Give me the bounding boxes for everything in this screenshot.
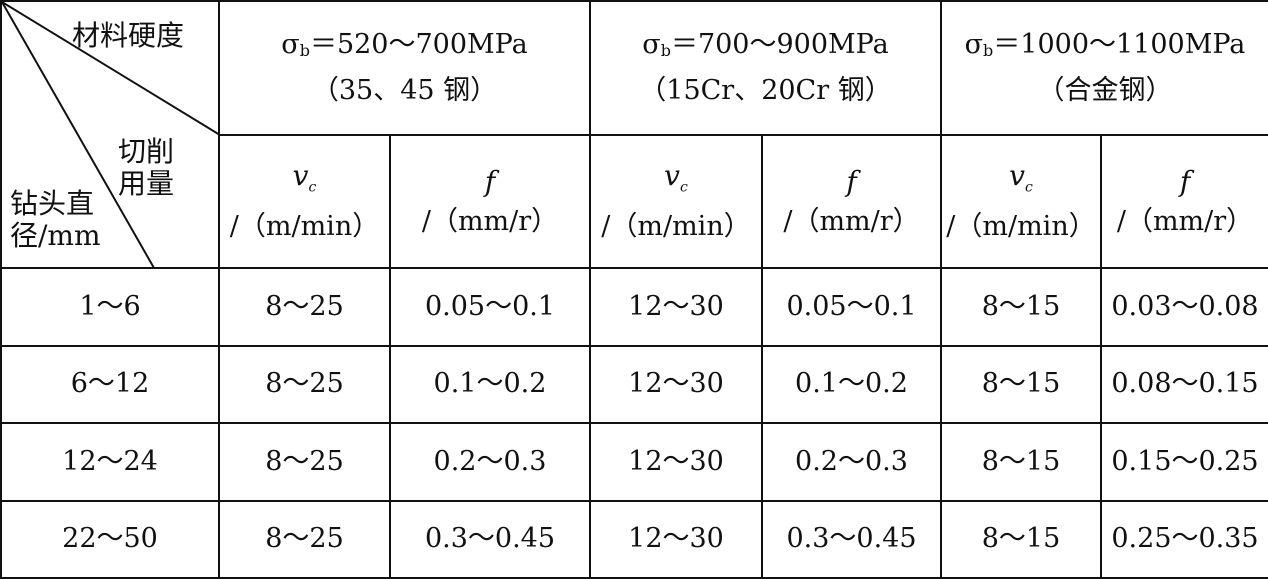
f-unit: /（mm/r） <box>421 205 559 237</box>
f-cell: 0.08～0.15 <box>1100 344 1268 425</box>
group-header-3: σb＝1000～1100MPa （合金钢） <box>940 0 1268 136</box>
vc-cell: 8～15 <box>940 267 1102 347</box>
group-3-range: ＝1000～1100MPa <box>993 28 1246 60</box>
f-cell: 0.1～0.2 <box>761 344 942 425</box>
f-symbol: f <box>484 164 496 198</box>
sigma-symbol: σb <box>281 28 310 60</box>
vc-cell: 8～25 <box>218 499 391 579</box>
diameter-cell: 6～12 <box>0 344 220 425</box>
header-row-parameters: vc /（m/min） f /（mm/r） vc /（m/min） f /（mm… <box>1 133 1268 270</box>
vc-header-3: vc /（m/min） <box>940 133 1102 270</box>
group-2-range: ＝700～900MPa <box>670 28 889 60</box>
vc-unit: /（m/min） <box>946 211 1096 243</box>
f-cell: 0.03～0.08 <box>1100 267 1268 347</box>
vc-symbol: vc <box>1009 158 1033 196</box>
diameter-cell: 1～6 <box>0 267 220 347</box>
f-cell: 0.3～0.45 <box>761 499 942 579</box>
table-row: 22～50 8～25 0.3～0.45 12～30 0.3～0.45 8～15 … <box>0 499 1268 579</box>
f-cell: 0.15～0.25 <box>1100 422 1268 502</box>
group-1-range: ＝520～700MPa <box>309 28 528 60</box>
corner-diagonal-lines <box>3 3 217 267</box>
vc-cell: 12～30 <box>589 267 763 347</box>
vc-symbol: vc <box>664 158 688 196</box>
f-header-2: f /（mm/r） <box>761 133 942 270</box>
f-header-3: f /（mm/r） <box>1100 133 1268 270</box>
f-header-1: f /（mm/r） <box>389 133 591 270</box>
vc-cell: 8～15 <box>940 344 1102 425</box>
f-cell: 0.05～0.1 <box>761 267 942 347</box>
header-row-hardness: 材料硬度 切削用量 钻头直径/mm σb＝520～700MPa （35、45 钢… <box>0 0 1268 270</box>
sigma-symbol: σb <box>964 28 994 60</box>
vc-header-2: vc /（m/min） <box>589 133 763 270</box>
f-cell: 0.25～0.35 <box>1100 499 1268 579</box>
vc-header-1: vc /（m/min） <box>218 133 391 270</box>
f-cell: 0.2～0.3 <box>761 422 942 502</box>
group-header-2: σb＝700～900MPa （15Cr、20Cr 钢） <box>589 0 942 136</box>
vc-cell: 8～25 <box>218 267 391 347</box>
vc-cell: 12～30 <box>589 422 763 502</box>
group-1-material: （35、45 钢） <box>311 74 498 106</box>
f-unit: /（mm/r） <box>1116 205 1254 237</box>
vc-unit: /（m/min） <box>229 211 380 243</box>
f-cell: 0.2～0.3 <box>389 422 591 502</box>
f-cell: 0.05～0.1 <box>389 267 591 347</box>
vc-cell: 8～25 <box>218 422 391 502</box>
vc-cell: 12～30 <box>589 344 763 425</box>
vc-cell: 8～15 <box>940 422 1102 502</box>
group-3-material: （合金钢） <box>1037 74 1173 106</box>
drill-diameter-label: 钻头直径/mm <box>10 187 101 252</box>
f-cell: 0.1～0.2 <box>389 344 591 425</box>
group-2-material: （15Cr、20Cr 钢） <box>639 74 892 106</box>
f-symbol: f <box>846 164 857 198</box>
vc-unit: /（m/min） <box>601 211 751 243</box>
f-symbol: f <box>1179 164 1191 198</box>
group-3-strength: σb＝1000～1100MPa <box>943 25 1267 71</box>
vc-symbol: vc <box>292 158 317 196</box>
corner-header-cell: 材料硬度 切削用量 钻头直径/mm <box>0 0 220 270</box>
material-hardness-label: 材料硬度 <box>72 19 185 52</box>
table-row: 6～12 8～25 0.1～0.2 12～30 0.1～0.2 8～15 0.0… <box>0 344 1268 425</box>
f-unit: /（mm/r） <box>783 205 920 237</box>
table-row: 12～24 8～25 0.2～0.3 12～30 0.2～0.3 8～15 0.… <box>0 422 1268 502</box>
diameter-cell: 22～50 <box>0 499 220 579</box>
sigma-symbol: σb <box>642 28 671 60</box>
vc-cell: 12～30 <box>589 499 763 579</box>
f-cell: 0.3～0.45 <box>389 499 591 579</box>
vc-cell: 8～25 <box>218 344 391 425</box>
group-2-strength: σb＝700～900MPa <box>592 25 939 71</box>
table-row: 1～6 8～25 0.05～0.1 12～30 0.05～0.1 8～15 0.… <box>0 267 1268 347</box>
vc-cell: 8～15 <box>940 499 1102 579</box>
cutting-amount-label: 切削用量 <box>117 135 174 200</box>
diameter-cell: 12～24 <box>0 422 220 502</box>
group-header-1: σb＝520～700MPa （35、45 钢） <box>218 0 591 136</box>
group-1-strength: σb＝520～700MPa <box>221 25 588 71</box>
